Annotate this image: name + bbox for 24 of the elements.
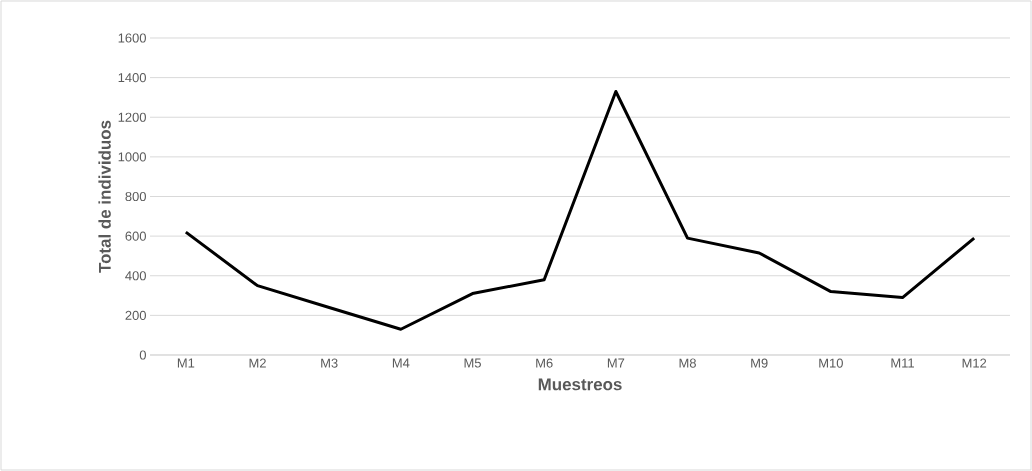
y-tick-label: 1600 — [118, 33, 146, 43]
y-tick-label: 800 — [125, 191, 146, 202]
x-tick-label: M8 — [679, 358, 696, 368]
y-axis-title: Total de individuos — [98, 120, 111, 273]
x-axis-title: Muestreos — [538, 378, 622, 391]
x-tick-label: M3 — [321, 358, 338, 368]
y-tick-label: 1200 — [118, 112, 146, 122]
y-tick-label: 400 — [125, 271, 146, 281]
x-tick-label: M11 — [891, 358, 914, 368]
x-tick-label: M4 — [392, 358, 410, 368]
line-series — [184, 89, 976, 331]
y-tick-label: 0 — [139, 350, 146, 360]
x-tick-label: M2 — [249, 358, 266, 368]
x-tick-label: M5 — [464, 358, 481, 368]
y-tick-label: 1000 — [118, 152, 146, 162]
y-tick-label: 1400 — [118, 73, 146, 83]
x-tick-label: M12 — [962, 358, 987, 368]
x-tick-label: M6 — [536, 358, 553, 368]
y-tick-label: 200 — [125, 310, 146, 320]
y-tick-label: 600 — [125, 231, 146, 241]
x-tick-label: M7 — [607, 358, 625, 368]
x-tick-label: M9 — [751, 358, 768, 368]
x-tick-label: M1 — [177, 358, 195, 368]
x-tick-label: M10 — [819, 358, 843, 368]
